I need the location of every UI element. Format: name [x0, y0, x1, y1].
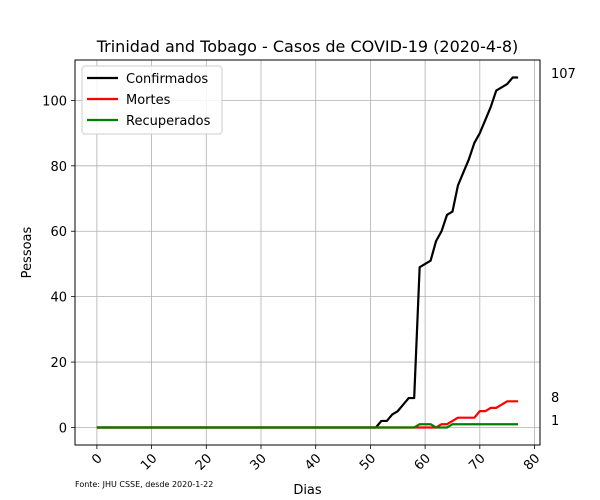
end-label-layer: 107 8 1 [551, 67, 576, 429]
x-tick-label: 70 [466, 451, 488, 473]
plot-frame [74, 59, 541, 446]
y-tick-label: 100 [42, 94, 67, 109]
legend-label: Confirmados [126, 72, 208, 87]
x-axis-label: Dias [293, 483, 322, 498]
chart-title: Trinidad and Tobago - Casos de COVID-19 … [96, 37, 519, 56]
legend-box [81, 65, 223, 135]
end-label-mortes: 8 [551, 391, 559, 406]
y-tick-label: 20 [50, 356, 67, 371]
legend-label: Recuperados [126, 114, 211, 129]
x-tick-label: 0 [89, 451, 105, 467]
x-tick-label: 80 [521, 451, 543, 473]
grid-layer [75, 60, 540, 445]
x-tick-label: 50 [357, 451, 379, 473]
legend: Confirmados Mortes Recuperados [81, 65, 223, 135]
series-layer [96, 76, 519, 429]
x-tick-label: 60 [412, 451, 434, 473]
x-tick-label: 30 [248, 451, 270, 473]
end-label-confirmados: 107 [551, 67, 576, 82]
series-line-confirmados [96, 76, 519, 429]
x-tick-label: 40 [302, 451, 324, 473]
y-tick-label: 40 [50, 291, 67, 306]
y-tick-label: 0 [59, 422, 67, 437]
y-tick-label: 80 [50, 160, 67, 175]
y-tick-label: 60 [50, 225, 67, 240]
y-axis-label: Pessoas [20, 226, 35, 278]
source-note: Fonte: JHU CSSE, desde 2020-1-22 [75, 480, 213, 489]
legend-label: Mortes [126, 93, 171, 108]
x-tick-label: 10 [138, 451, 160, 473]
end-label-recuperados: 1 [551, 414, 559, 429]
x-tick-label: 20 [193, 451, 215, 473]
series-line-mortes [96, 400, 519, 429]
series-line-recuperados [96, 423, 519, 429]
